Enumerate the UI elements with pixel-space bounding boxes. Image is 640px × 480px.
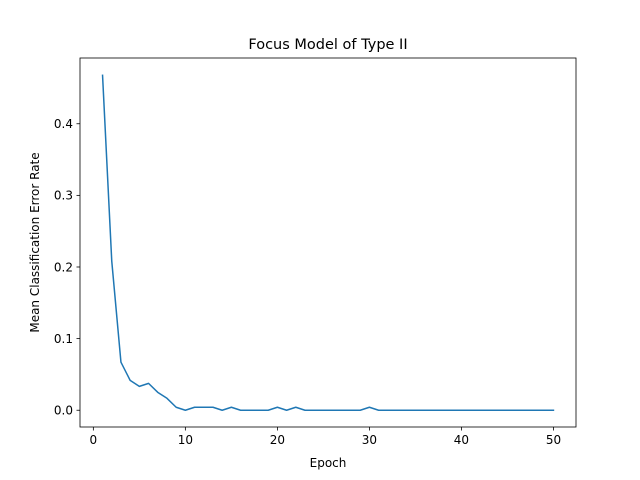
x-tick-label: 20 [270, 433, 285, 447]
axis-ticks: 0 10 20 30 40 50 0.0 0.1 0.2 0.3 0.4 [54, 117, 561, 447]
x-tick-label: 0 [90, 433, 98, 447]
x-tick-label: 50 [546, 433, 561, 447]
y-tick-label: 0.1 [54, 332, 73, 346]
chart-title: Focus Model of Type II [248, 37, 407, 53]
x-tick-label: 30 [362, 433, 377, 447]
x-tick-label: 40 [454, 433, 469, 447]
y-axis-label: Mean Classification Error Rate [28, 152, 42, 332]
y-tick-label: 0.2 [54, 260, 73, 274]
y-tick-label: 0.3 [54, 189, 73, 203]
y-tick-label: 0.0 [54, 404, 73, 418]
x-axis-label: Epoch [310, 456, 347, 470]
series-line [101, 74, 555, 411]
x-tick-label: 10 [178, 433, 193, 447]
series-group [101, 74, 555, 411]
plot-frame [79, 57, 577, 428]
y-tick-label: 0.4 [54, 117, 73, 131]
